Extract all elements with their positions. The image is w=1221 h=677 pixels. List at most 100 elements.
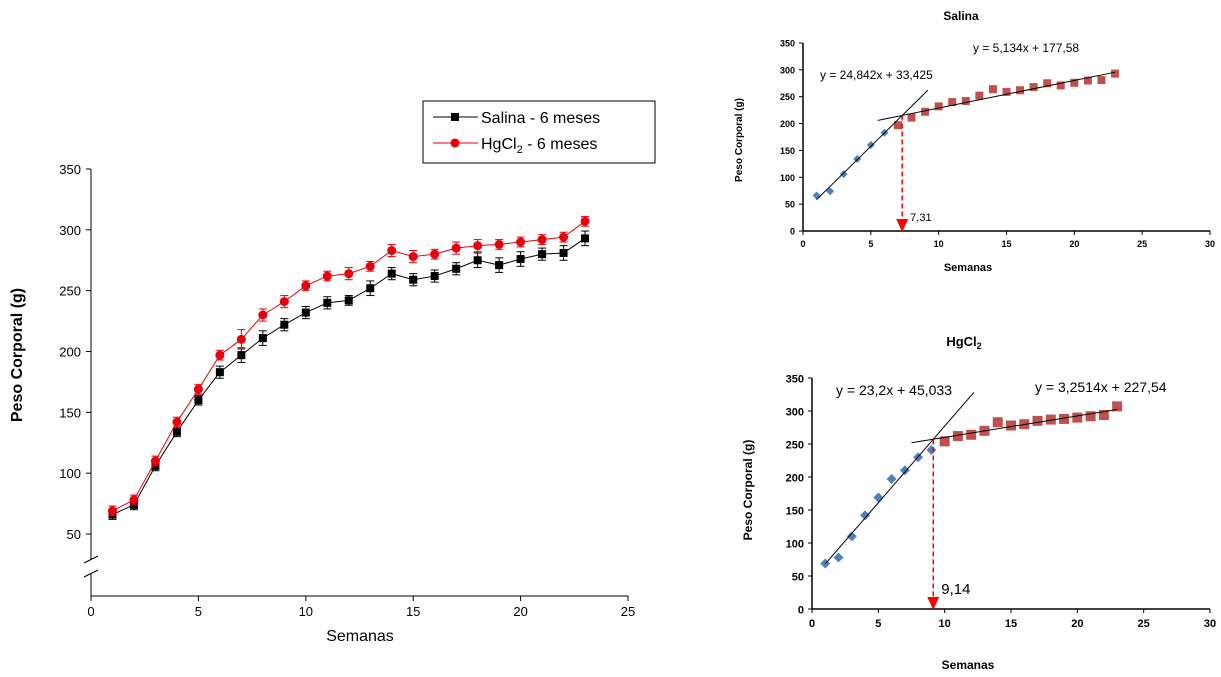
hgcl2-chart-point-square bbox=[1072, 412, 1083, 423]
hgcl2-chart-x-tick-label: 15 bbox=[1005, 618, 1017, 630]
hgcl2-chart-point-diamond bbox=[886, 473, 897, 484]
main-chart-legend: Salina - 6 meses HgCl2 - 6 meses bbox=[422, 100, 656, 164]
hgcl2-chart-point-diamond bbox=[926, 444, 937, 455]
data-point bbox=[344, 296, 353, 305]
data-point bbox=[301, 308, 310, 317]
hgcl2-chart-point-diamond bbox=[873, 492, 884, 503]
data-point bbox=[473, 241, 483, 251]
legend-swatch-marker bbox=[450, 138, 460, 148]
data-point bbox=[387, 269, 396, 278]
legend-frame bbox=[422, 100, 656, 164]
salina-chart-point-diamond bbox=[866, 141, 875, 150]
salina-chart-point-square bbox=[988, 85, 997, 94]
data-point bbox=[559, 232, 569, 242]
salina-chart-point-diamond bbox=[812, 191, 821, 200]
salina-chart-point-square bbox=[1043, 79, 1052, 88]
salina-chart-point-square bbox=[1029, 83, 1038, 92]
hgcl2-chart-x-tick-label: 0 bbox=[809, 618, 815, 630]
salina-chart-point-square bbox=[1002, 87, 1011, 96]
legend-label-0: Salina - 6 meses bbox=[481, 110, 600, 127]
salina-chart-point-diamond bbox=[826, 187, 835, 196]
salina-chart-point-square bbox=[1097, 76, 1106, 85]
data-point bbox=[430, 272, 439, 281]
data-point bbox=[344, 269, 354, 279]
salina-chart-trendline-1 bbox=[877, 71, 1116, 121]
hgcl2-chart-x-tick-label: 30 bbox=[1204, 618, 1216, 630]
salina-chart-point-square bbox=[893, 121, 902, 130]
main-chart-y-tick-label: 100 bbox=[59, 466, 81, 481]
data-point bbox=[494, 239, 504, 249]
hgcl2-chart-trendline-1 bbox=[911, 408, 1118, 444]
hgcl2-chart-y-tick-label: 50 bbox=[792, 572, 804, 584]
salina-chart-point-square bbox=[1070, 78, 1079, 87]
hgcl2-chart-x-tick-label: 25 bbox=[1138, 618, 1150, 630]
data-point bbox=[387, 246, 397, 256]
salina-chart-point-diamond bbox=[839, 170, 848, 179]
hgcl2-chart-annotation-arrowhead bbox=[927, 597, 940, 610]
salina-chart-y-tick-label: 50 bbox=[785, 200, 795, 210]
data-point bbox=[172, 417, 182, 427]
hgcl2-chart-point-square bbox=[1032, 415, 1043, 426]
hgcl2-chart-point-diamond bbox=[860, 510, 871, 521]
salina-chart-title: Salina bbox=[943, 9, 979, 23]
data-point bbox=[365, 261, 375, 271]
hgcl2-chart-y-tick-label: 200 bbox=[786, 473, 804, 485]
legend-label-part: Salina - 6 meses bbox=[481, 110, 600, 127]
hgcl2-chart-point-square bbox=[939, 436, 950, 447]
salina-chart-point-square bbox=[907, 113, 916, 122]
hgcl2-chart-y-tick-label: 300 bbox=[786, 407, 804, 419]
main-chart: Peso Corporal (g) Semanas 0 5 10 15 20 25 50 10… bbox=[9, 100, 656, 645]
salina-chart-y-tick-label: 0 bbox=[790, 227, 795, 237]
legend-label-part: HgCl bbox=[481, 136, 517, 153]
data-point bbox=[322, 271, 332, 281]
hgcl2-chart-trend-equation-0: y = 23,2x + 45,033 bbox=[836, 382, 952, 398]
data-point bbox=[237, 351, 246, 360]
main-chart-x-tick-label: 25 bbox=[621, 604, 635, 619]
main-chart-axis-break-mark bbox=[83, 569, 99, 578]
hgcl2-chart-point-diamond bbox=[833, 552, 844, 563]
salina-chart: Salina Peso Corporal (g) Semanas 0 5 10 15 2… bbox=[734, 9, 1215, 274]
salina-chart-y-tick-label: 200 bbox=[780, 119, 795, 129]
legend-label-part: 2 bbox=[517, 144, 523, 156]
main-chart-x-tick-label: 20 bbox=[513, 604, 527, 619]
salina-chart-x-tick-label: 25 bbox=[1137, 239, 1147, 249]
data-point bbox=[258, 310, 268, 320]
series-line-1 bbox=[112, 220, 586, 512]
data-point bbox=[409, 275, 418, 284]
main-chart-y-tick-label: 300 bbox=[59, 223, 81, 238]
salina-chart-point-square bbox=[934, 102, 943, 111]
main-chart-y-tick-label: 250 bbox=[59, 284, 81, 299]
salina-chart-ylabel: Peso Corporal (g) bbox=[734, 98, 745, 182]
legend-label-1: HgCl2 - 6 meses bbox=[481, 136, 597, 156]
hgcl2-chart-x-tick-label: 10 bbox=[939, 618, 951, 630]
salina-chart-point-square bbox=[1111, 69, 1120, 78]
salina-chart-y-tick-label: 350 bbox=[780, 39, 795, 49]
data-point bbox=[279, 297, 289, 307]
hgcl2-chart-point-diamond bbox=[899, 465, 910, 476]
salina-chart-annotation-label: 7,31 bbox=[910, 212, 931, 224]
salina-chart-y-tick-label: 100 bbox=[780, 173, 795, 183]
hgcl2-chart-ylabel: Peso Corporal (g) bbox=[741, 440, 755, 541]
salina-chart-point-square bbox=[948, 98, 957, 107]
main-chart-y-tick-label: 200 bbox=[59, 345, 81, 360]
data-point bbox=[366, 284, 375, 293]
salina-chart-x-tick-label: 30 bbox=[1205, 239, 1215, 249]
data-point bbox=[215, 368, 224, 377]
data-point bbox=[258, 334, 267, 343]
data-point bbox=[473, 256, 482, 265]
hgcl2-chart-x-tick-label: 5 bbox=[875, 618, 881, 630]
salina-chart-xlabel: Semanas bbox=[944, 262, 992, 274]
hgcl2-chart-point-square bbox=[1059, 413, 1070, 424]
salina-chart-trend-equation-0: y = 24,842x + 33,425 bbox=[820, 68, 933, 82]
data-point bbox=[516, 237, 526, 247]
salina-chart-x-tick-label: 10 bbox=[934, 239, 944, 249]
data-point bbox=[538, 250, 547, 259]
salina-chart-point-square bbox=[961, 97, 970, 106]
data-point bbox=[581, 234, 590, 243]
data-point bbox=[516, 255, 525, 264]
hgcl2-chart-title: HgCl2 bbox=[946, 334, 981, 351]
data-point bbox=[537, 235, 547, 245]
salina-chart-x-tick-label: 15 bbox=[1001, 239, 1011, 249]
main-chart-axis-break-mark bbox=[83, 555, 99, 564]
